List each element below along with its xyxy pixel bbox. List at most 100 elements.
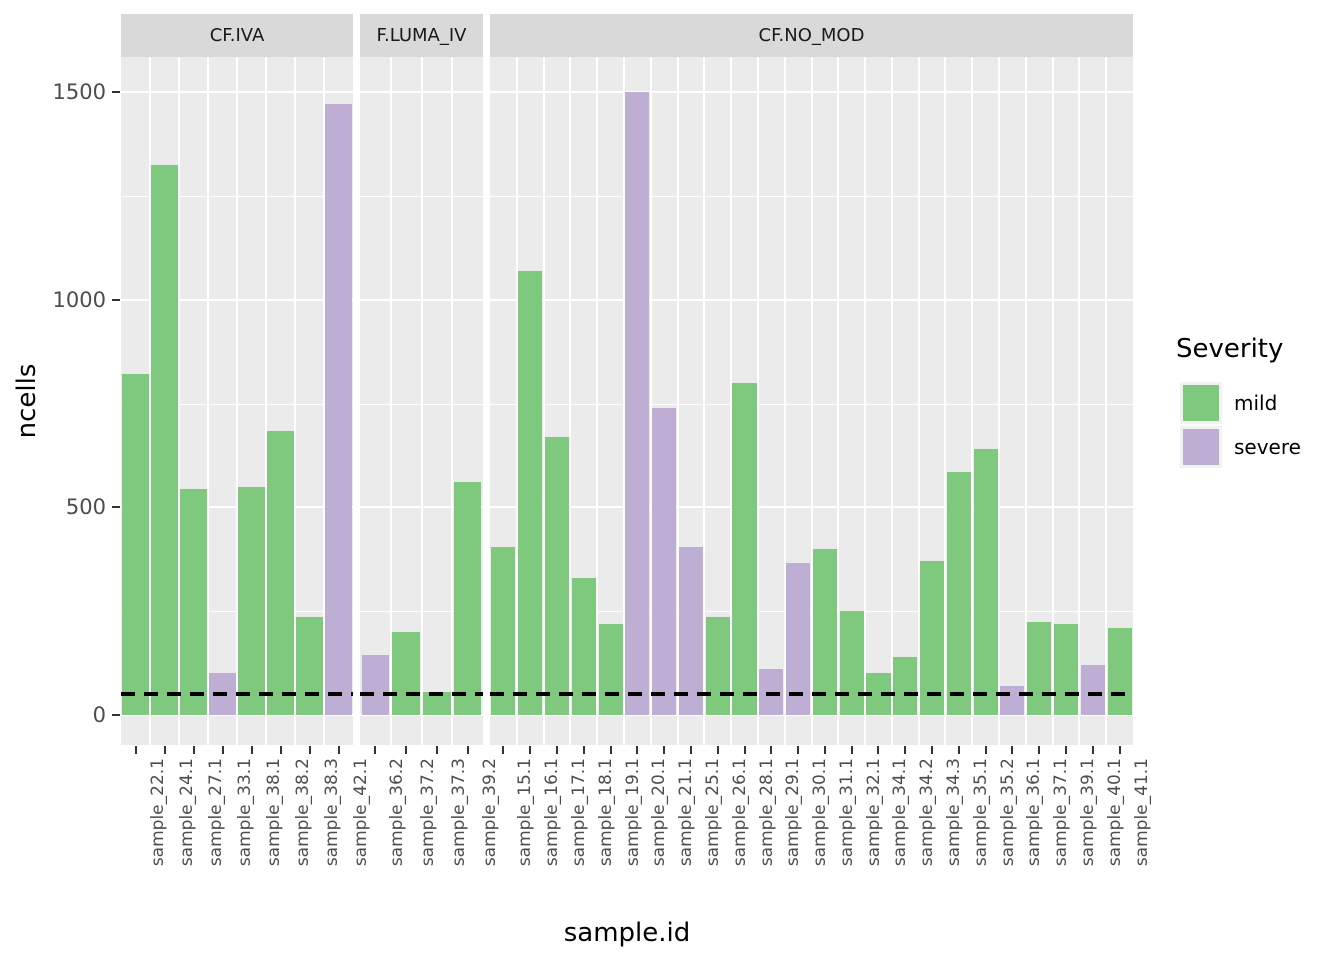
facet-strip: CF.NO_MOD	[490, 14, 1133, 57]
x-tick-mark	[877, 746, 880, 754]
bar	[705, 617, 730, 715]
x-gridline	[265, 57, 267, 745]
x-tick-label: sample_37.3	[448, 758, 469, 867]
bar	[151, 164, 178, 715]
bar	[812, 548, 837, 715]
x-tick-mark	[1038, 746, 1041, 754]
x-gridline	[917, 57, 920, 745]
x-tick-mark	[609, 746, 612, 754]
x-tick-label: sample_22.1	[147, 758, 168, 867]
dashed-reference-line	[360, 692, 483, 697]
x-tick-mark	[850, 746, 853, 754]
x-tick-mark	[957, 746, 960, 754]
x-tick-label: sample_27.1	[205, 758, 226, 867]
bar	[1000, 685, 1025, 715]
bar	[625, 92, 650, 715]
bar	[973, 449, 998, 715]
x-tick-label: sample_20.1	[649, 758, 670, 867]
bar	[491, 546, 516, 715]
x-tick-mark	[1118, 746, 1121, 754]
bar	[325, 104, 352, 715]
x-tick-label: sample_40.1	[1104, 758, 1125, 867]
x-tick-label: sample_32.1	[863, 758, 884, 867]
legend-label-mild: mild	[1234, 391, 1278, 415]
legend-label-severe: severe	[1234, 435, 1301, 459]
x-tick-label: sample_41.1	[1131, 758, 1152, 867]
x-gridline	[676, 57, 679, 745]
bar	[238, 486, 265, 715]
x-tick-label: sample_33.1	[234, 758, 255, 867]
y-tick-label: 0	[92, 703, 106, 727]
x-tick-mark	[743, 746, 746, 754]
bar	[946, 472, 971, 715]
x-tick-label: sample_24.1	[176, 758, 197, 867]
mild-color-swatch	[1183, 385, 1219, 421]
x-gridline	[323, 57, 325, 745]
x-gridline	[389, 57, 392, 745]
x-tick-label: sample_31.1	[836, 758, 857, 867]
x-tick-mark	[1065, 746, 1068, 754]
bar	[361, 654, 390, 715]
x-tick-label: sample_34.1	[890, 758, 911, 867]
x-gridline	[420, 57, 423, 745]
x-tick-mark	[192, 746, 195, 754]
x-tick-mark	[770, 746, 773, 754]
x-gridline	[236, 57, 238, 745]
bar	[518, 270, 543, 715]
bar	[122, 374, 149, 715]
x-tick-label: sample_17.1	[568, 758, 589, 867]
x-gridline	[596, 57, 599, 745]
x-gridline	[944, 57, 947, 745]
facet-strip: F.LUMA_IV	[360, 14, 483, 57]
x-tick-label: sample_38.1	[263, 758, 284, 867]
bar	[732, 382, 757, 715]
x-gridline	[542, 57, 545, 745]
x-gridline	[451, 57, 454, 745]
bar	[423, 692, 451, 715]
x-gridline	[837, 57, 840, 745]
y-tick-mark	[112, 91, 120, 93]
bar	[296, 617, 323, 715]
x-tick-mark	[221, 746, 224, 754]
x-tick-mark	[279, 746, 282, 754]
bar	[267, 430, 294, 715]
facet-strip-label: F.LUMA_IV	[376, 25, 467, 46]
bar	[920, 561, 945, 715]
x-axis-title: sample.id	[563, 918, 691, 948]
y-tick-mark	[112, 714, 120, 716]
x-tick-label: sample_42.1	[350, 758, 371, 867]
x-gridline	[294, 57, 296, 745]
x-tick-mark	[308, 746, 311, 754]
bar	[598, 623, 623, 715]
x-tick-label: sample_35.2	[997, 758, 1018, 867]
legend-title: Severity	[1176, 334, 1284, 364]
x-gridline	[783, 57, 786, 745]
x-tick-label: sample_29.1	[783, 758, 804, 867]
bar	[392, 631, 420, 715]
bar	[652, 407, 677, 715]
x-tick-label: sample_39.2	[479, 758, 500, 867]
dashed-reference-line	[490, 692, 1133, 697]
x-tick-label: sample_38.3	[321, 758, 342, 867]
bar	[1080, 665, 1105, 715]
x-gridline	[890, 57, 893, 745]
x-tick-mark	[502, 746, 505, 754]
dashed-reference-line	[121, 692, 353, 697]
x-tick-label: sample_37.1	[1051, 758, 1072, 867]
x-tick-mark	[1091, 746, 1094, 754]
x-tick-mark	[984, 746, 987, 754]
y-tick-mark	[112, 506, 120, 509]
y-tick-label: 1500	[52, 80, 106, 104]
x-tick-mark	[582, 746, 585, 754]
x-tick-label: sample_28.1	[756, 758, 777, 867]
bar	[1053, 623, 1079, 715]
x-tick-label: sample_16.1	[542, 758, 563, 867]
x-tick-label: sample_26.1	[729, 758, 750, 867]
x-tick-mark	[250, 746, 253, 754]
x-gridline	[1024, 57, 1027, 745]
x-tick-label: sample_38.2	[292, 758, 313, 867]
facet-panel	[121, 57, 353, 745]
y-tick-mark	[112, 298, 120, 301]
x-tick-mark	[716, 746, 719, 754]
